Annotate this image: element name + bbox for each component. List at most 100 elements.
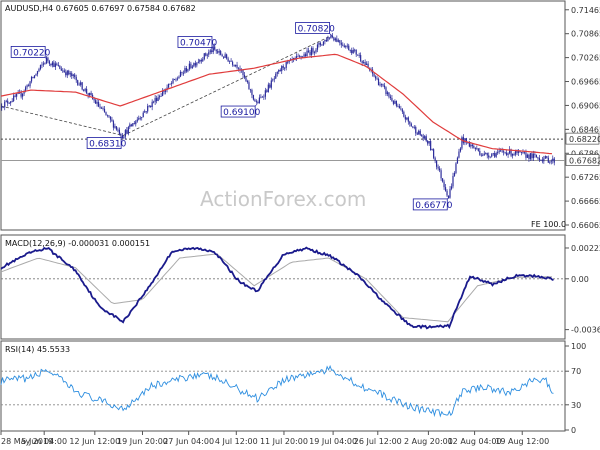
x-tick-label: 19 Aug 12:00	[495, 437, 549, 446]
watermark: ActionForex.com	[200, 187, 366, 211]
price-candle-body	[72, 74, 74, 77]
price-candle-body	[5, 100, 7, 102]
level-label-box	[220, 105, 256, 118]
price-candle-body	[227, 58, 229, 62]
price-candle-body	[471, 144, 473, 146]
price-candle-body	[96, 101, 98, 104]
price-candle-body	[121, 135, 123, 139]
price-candle-body	[190, 63, 192, 68]
price-candle-body	[33, 75, 36, 79]
price-candle-body	[35, 74, 37, 76]
price-candle-body	[489, 156, 491, 158]
price-candle-body	[514, 150, 517, 155]
price-candle-body	[249, 89, 252, 91]
price-candle-body	[373, 73, 375, 77]
x-tick-label: 12 Jun 12:00	[69, 437, 120, 446]
price-candle-body	[42, 63, 45, 65]
price-candle-body	[203, 53, 205, 60]
price-candle-body	[358, 55, 360, 56]
price-candle-body	[450, 186, 453, 189]
price-candle-body	[173, 79, 176, 80]
price-candle-body	[322, 41, 325, 45]
price-candle-body	[20, 92, 22, 97]
price-candle-body	[2, 107, 4, 109]
price-candle-body	[100, 107, 103, 109]
price-candle-body	[546, 156, 548, 158]
rsi-line	[0, 364, 554, 418]
price-candle-body	[94, 100, 97, 104]
current-price-box	[565, 154, 600, 166]
price-candle-body	[480, 154, 482, 156]
price-candle-body	[267, 84, 269, 92]
price-candle-body	[71, 73, 73, 77]
price-candle-body	[437, 166, 439, 169]
price-candle-body	[7, 100, 9, 104]
price-candle-body	[200, 60, 202, 62]
price-candle-body	[24, 87, 27, 92]
price-candle-body	[223, 56, 225, 58]
price-candle-body	[41, 64, 43, 66]
price-candle-body	[178, 76, 180, 79]
price-candle-body	[510, 149, 512, 156]
price-y-tick-label: 0.66065	[571, 221, 600, 230]
price-candle-body	[170, 83, 173, 85]
price-candle-body	[346, 45, 348, 47]
price-candle-body	[136, 119, 138, 122]
price-candle-body	[431, 149, 433, 151]
macd-y-tick-label: 0.002224	[571, 244, 600, 253]
price-candle-body	[145, 111, 147, 113]
price-candle-body	[163, 91, 165, 92]
price-candle-body	[224, 54, 226, 58]
price-candle-body	[297, 55, 299, 57]
price-candle-body	[279, 70, 281, 72]
price-candle-body	[345, 46, 347, 48]
price-candle-body	[458, 151, 460, 158]
price-candle-body	[392, 101, 395, 104]
price-candle-body	[50, 63, 52, 66]
price-candle-body	[14, 95, 16, 97]
price-candle-body	[491, 154, 493, 157]
price-candle-body	[209, 50, 211, 53]
price-candle-body	[409, 121, 411, 124]
price-candle-body	[44, 63, 46, 65]
price-candle-body	[355, 49, 357, 55]
price-candle-body	[391, 98, 393, 102]
price-candle-body	[74, 74, 76, 78]
price-candle-body	[303, 54, 305, 57]
price-candle-body	[56, 63, 58, 66]
price-candle-body	[80, 82, 82, 85]
price-candle-body	[221, 54, 223, 57]
price-candle-body	[465, 138, 467, 143]
price-candle-body	[89, 92, 91, 96]
price-candle-body	[27, 85, 30, 87]
price-candle-body	[406, 117, 408, 120]
price-candle-body	[529, 153, 532, 159]
rsi-panel-frame	[0, 340, 566, 432]
x-tick-label: 2 Aug 20:00	[404, 437, 453, 446]
price-candle-body	[401, 109, 403, 112]
price-candle-body	[156, 98, 158, 102]
price-candle-body	[343, 45, 345, 48]
price-candle-body	[389, 96, 392, 99]
price-candle-body	[135, 121, 137, 125]
price-candle-body	[519, 151, 521, 153]
price-candle-body	[4, 101, 6, 108]
price-candle-body	[422, 136, 424, 139]
price-candle-body	[404, 116, 406, 120]
price-candle-body	[324, 39, 326, 42]
price-candle-body	[141, 117, 143, 118]
price-candle-body	[312, 48, 314, 53]
price-candle-body	[139, 117, 141, 119]
x-tick-label: 19 Jun 20:00	[117, 437, 168, 446]
price-candle-body	[418, 130, 420, 135]
price-candle-body	[316, 44, 319, 50]
price-candle-body	[321, 44, 323, 46]
price-candle-body	[278, 70, 280, 72]
price-candle-body	[336, 38, 338, 42]
price-candle-body	[331, 35, 333, 38]
price-candle-body	[394, 101, 396, 104]
price-candle-body	[501, 150, 503, 152]
price-candle-body	[447, 195, 450, 198]
x-tick-label: 26 Jul 12:00	[354, 437, 402, 446]
